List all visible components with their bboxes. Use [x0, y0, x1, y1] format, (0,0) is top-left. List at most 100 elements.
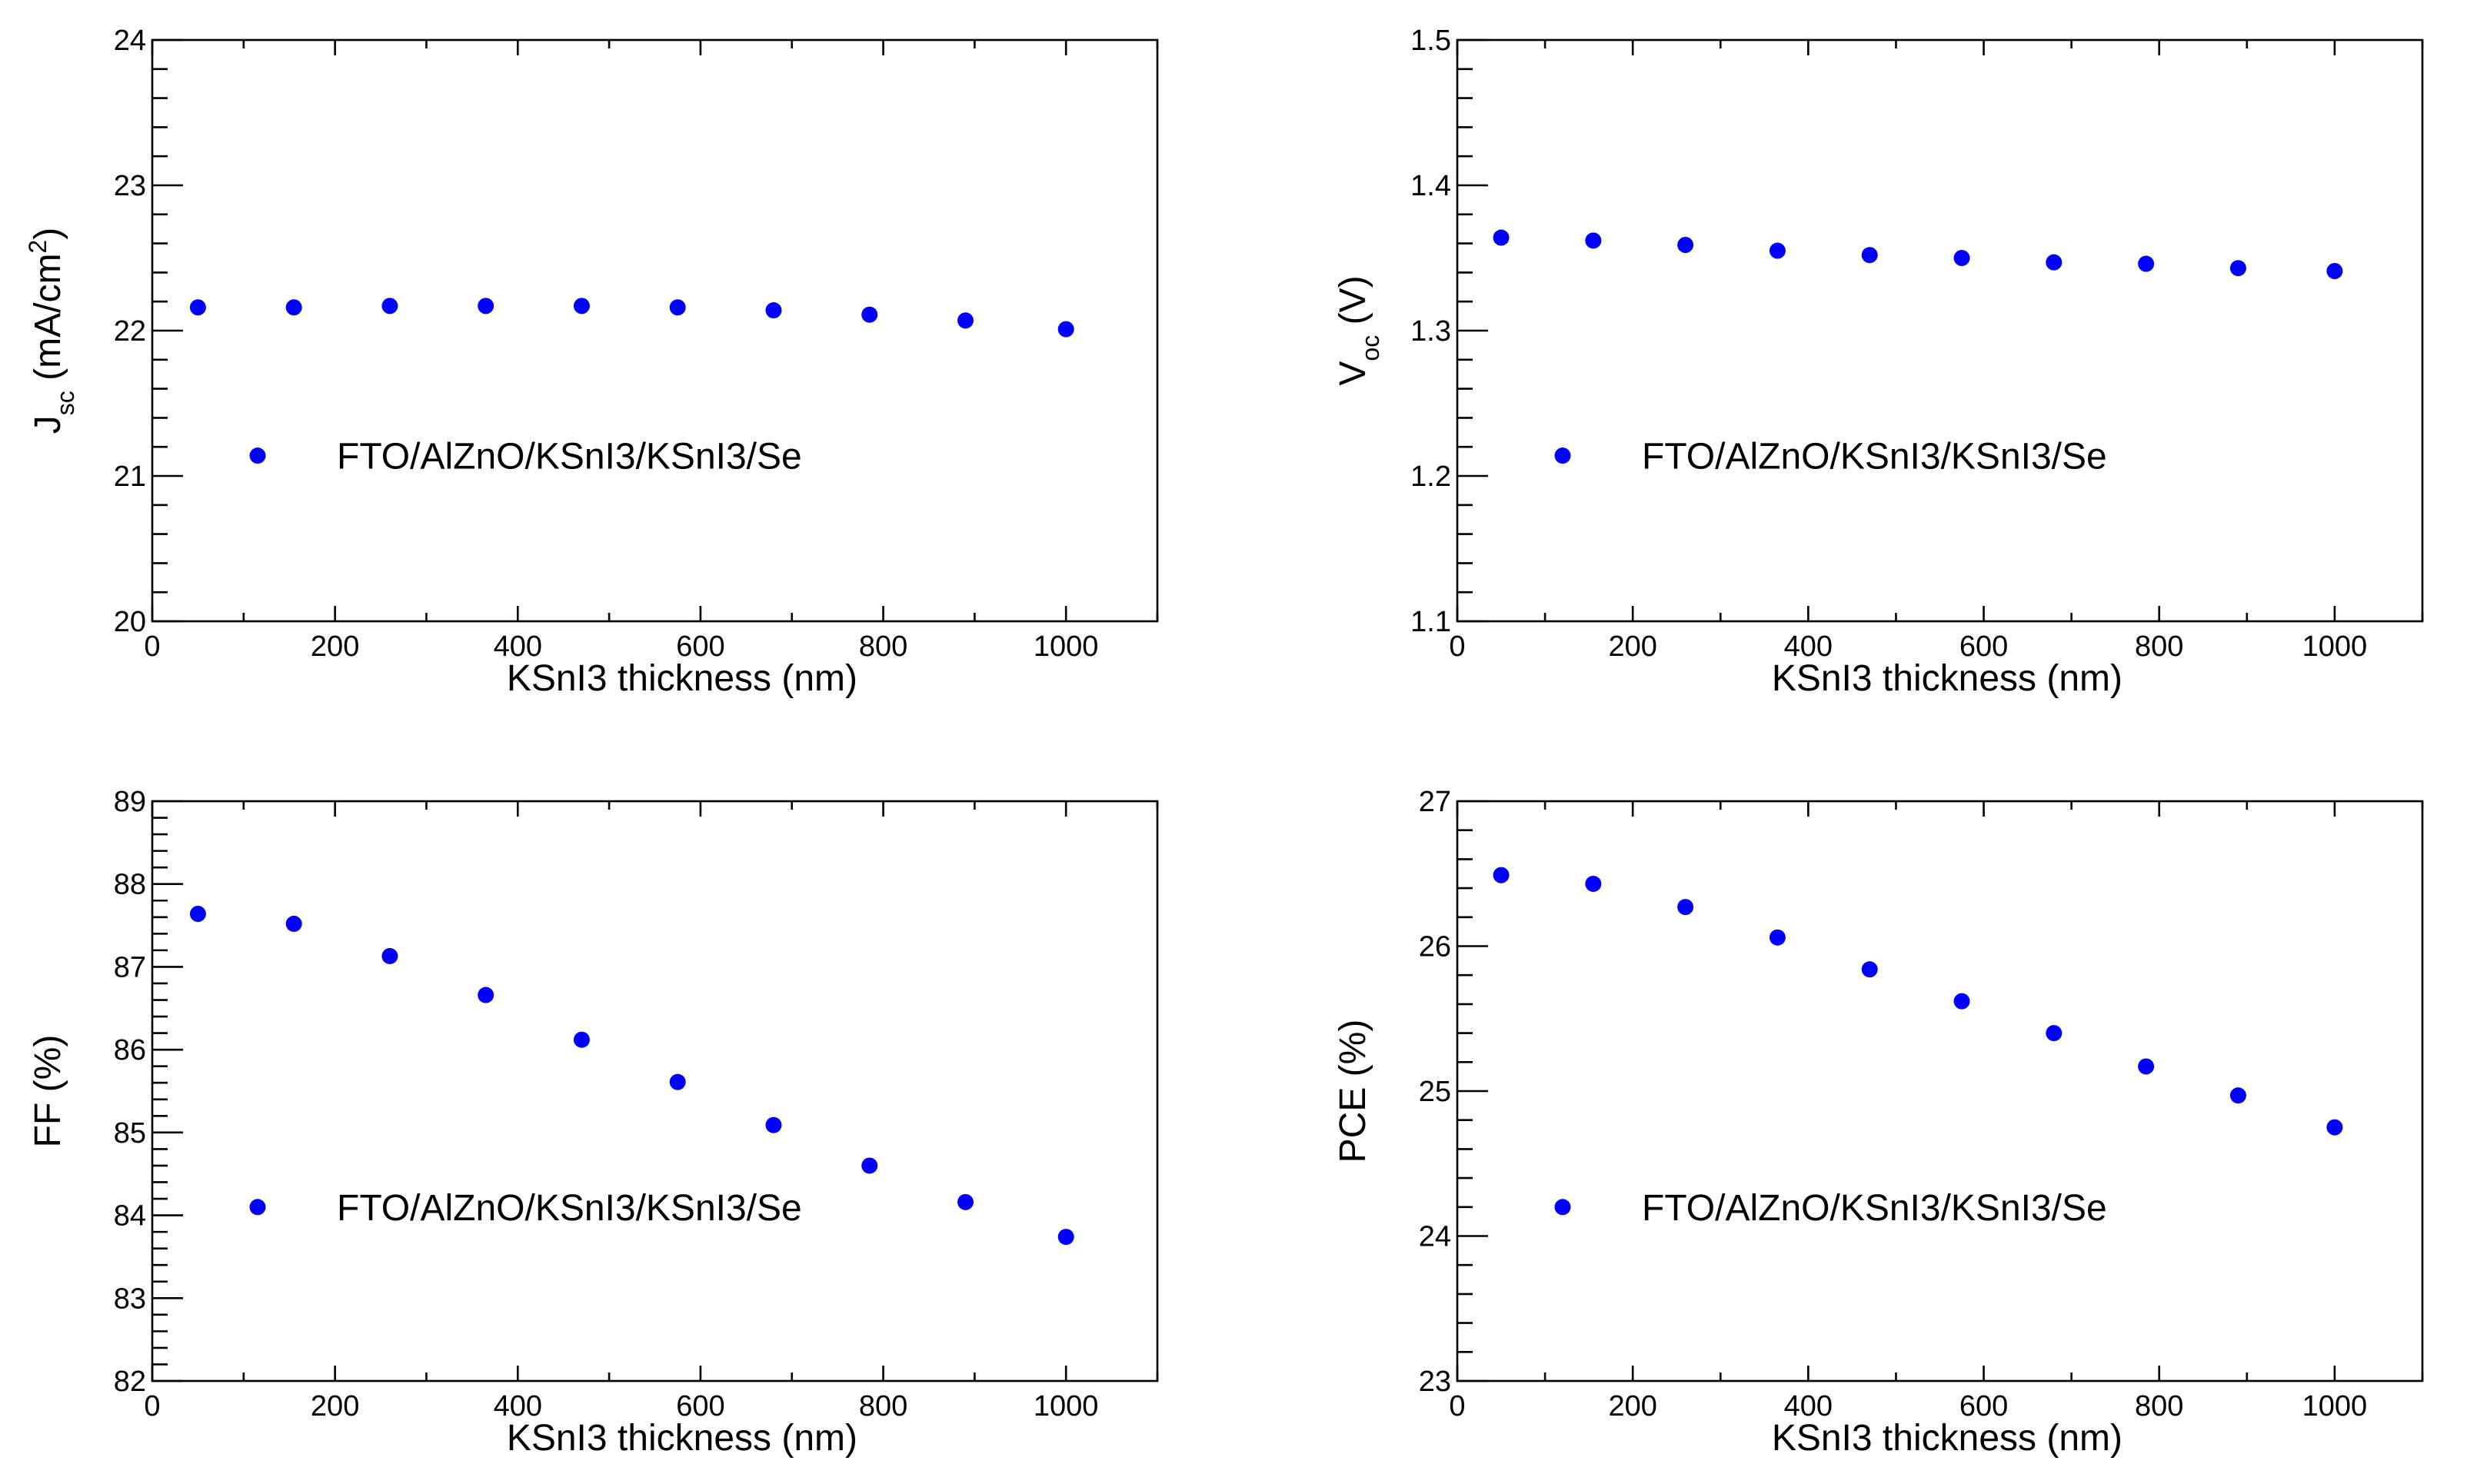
- y-tick-label: 1.5: [1410, 25, 1451, 57]
- data-point: [2229, 1087, 2246, 1104]
- legend-label: FTO/AlZnO/KSnI3/KSnI3/Se: [337, 437, 802, 477]
- y-tick-label: 1.4: [1410, 170, 1451, 202]
- legend-marker: [249, 1199, 266, 1216]
- data-point: [861, 306, 878, 323]
- data-point: [669, 299, 686, 316]
- legend-marker: [249, 448, 266, 464]
- x-tick-label: 200: [1608, 1390, 1656, 1422]
- data-point: [1057, 321, 1074, 338]
- plot-frame: [1456, 800, 2424, 1383]
- data-point: [1769, 242, 1786, 259]
- y-axis-title: FF (%): [28, 1035, 68, 1148]
- x-tick-label: 200: [311, 631, 359, 663]
- x-tick-label: 0: [1449, 631, 1465, 663]
- y-tick-label: 1.2: [1410, 461, 1451, 493]
- y-tick-label: 23: [114, 170, 146, 202]
- data-point: [573, 1031, 590, 1048]
- y-tick-label: 26: [1419, 931, 1451, 963]
- y-tick-label: 22: [114, 315, 146, 348]
- y-tick-label: 84: [114, 1200, 146, 1233]
- data-point: [1861, 247, 1878, 264]
- x-tick-label: 800: [859, 1390, 907, 1422]
- y-tick-label: 85: [114, 1117, 146, 1150]
- data-point: [2046, 1025, 2063, 1042]
- data-point: [957, 312, 974, 329]
- data-point: [1861, 961, 1878, 978]
- data-point: [285, 299, 302, 316]
- legend-label: FTO/AlZnO/KSnI3/KSnI3/Se: [1642, 1188, 2107, 1229]
- y-tick-label: 1.1: [1410, 606, 1451, 638]
- data-point: [1493, 229, 1510, 246]
- x-tick-label: 1000: [1034, 1390, 1099, 1422]
- x-tick-label: 1000: [2302, 1390, 2368, 1422]
- data-point: [1953, 250, 1970, 266]
- data-point: [1585, 875, 1602, 892]
- data-point: [1677, 236, 1694, 253]
- data-point: [1493, 867, 1510, 883]
- chart-panel-4: 0 200 400 600 800 1000 23 24 25 26 27 KSnI3 thickne…: [1333, 786, 2424, 1459]
- data-point: [1953, 993, 1970, 1010]
- x-tick-label: 400: [1784, 1390, 1833, 1422]
- y-tick-label: 86: [114, 1034, 146, 1066]
- y-tick-label: 27: [1419, 786, 1451, 818]
- y-axis-title: Jsc (mA/cm2): [24, 228, 79, 434]
- chart-panel-1: 0 200 400 600 800 1000 20 21 22 23 24 KSnI3 thickne…: [24, 25, 1159, 699]
- x-tick-label: 800: [2135, 631, 2183, 663]
- data-point: [765, 1116, 782, 1133]
- y-tick-label: 88: [114, 869, 146, 901]
- x-axis-title: KSnI3 thickness (nm): [1772, 658, 2122, 699]
- data-point: [957, 1193, 974, 1210]
- y-axis-title: PCE (%): [1333, 1020, 1373, 1163]
- data-point: [2229, 260, 2246, 277]
- y-tick-label: 1.3: [1410, 315, 1451, 348]
- x-tick-label: 800: [859, 631, 907, 663]
- y-tick-label: 20: [114, 606, 146, 638]
- chart-panel-2: 0 200 400 600 800 1000 1.1 1.2 1.3 1.4 1.5 KSnI3 th…: [1333, 25, 2424, 699]
- x-tick-label: 600: [676, 631, 724, 663]
- data-point: [189, 299, 206, 316]
- x-axis-title: KSnI3 thickness (nm): [507, 1418, 857, 1459]
- legend-label: FTO/AlZnO/KSnI3/KSnI3/Se: [1642, 437, 2107, 477]
- data-point: [478, 298, 494, 314]
- y-tick-label: 21: [114, 461, 146, 493]
- x-tick-label: 600: [1959, 1390, 2008, 1422]
- legend-marker: [1554, 448, 1571, 464]
- data-point: [2326, 263, 2343, 280]
- y-tick-label: 24: [1419, 1221, 1451, 1253]
- x-tick-label: 0: [1449, 1390, 1465, 1422]
- chart-panel-3: 0 200 400 600 800 1000 82 83 84 85 86 87 88 89 KSnI3 t…: [28, 786, 1159, 1459]
- legend-marker: [1554, 1199, 1571, 1216]
- x-tick-label: 800: [2135, 1390, 2183, 1422]
- x-tick-label: 400: [494, 1390, 542, 1422]
- y-axis-title: Voc (V): [1333, 275, 1384, 385]
- data-point: [2326, 1119, 2343, 1136]
- data-point: [478, 987, 494, 1003]
- data-point: [2138, 1058, 2155, 1075]
- data-point: [381, 947, 398, 964]
- y-tick-label: 83: [114, 1283, 146, 1315]
- y-tick-label: 82: [114, 1366, 146, 1398]
- data-point: [189, 905, 206, 922]
- x-tick-label: 600: [676, 1390, 724, 1422]
- data-point: [2046, 254, 2063, 271]
- y-tick-label: 25: [1419, 1076, 1451, 1108]
- legend-label: FTO/AlZnO/KSnI3/KSnI3/Se: [337, 1188, 802, 1229]
- data-point: [1677, 899, 1694, 916]
- x-tick-label: 400: [494, 631, 542, 663]
- x-axis-title: KSnI3 thickness (nm): [1772, 1418, 2122, 1459]
- data-point: [669, 1073, 686, 1090]
- y-tick-label: 87: [114, 951, 146, 983]
- x-tick-label: 0: [144, 1390, 160, 1422]
- data-point: [1585, 232, 1602, 249]
- x-tick-label: 400: [1784, 631, 1833, 663]
- y-tick-label: 24: [114, 25, 146, 57]
- x-axis-title: KSnI3 thickness (nm): [507, 658, 857, 699]
- x-tick-label: 600: [1959, 631, 2008, 663]
- y-tick-label: 89: [114, 786, 146, 818]
- data-point: [381, 298, 398, 314]
- x-tick-label: 0: [144, 631, 160, 663]
- x-tick-label: 1000: [2302, 631, 2368, 663]
- x-tick-label: 200: [311, 1390, 359, 1422]
- x-tick-label: 200: [1608, 631, 1656, 663]
